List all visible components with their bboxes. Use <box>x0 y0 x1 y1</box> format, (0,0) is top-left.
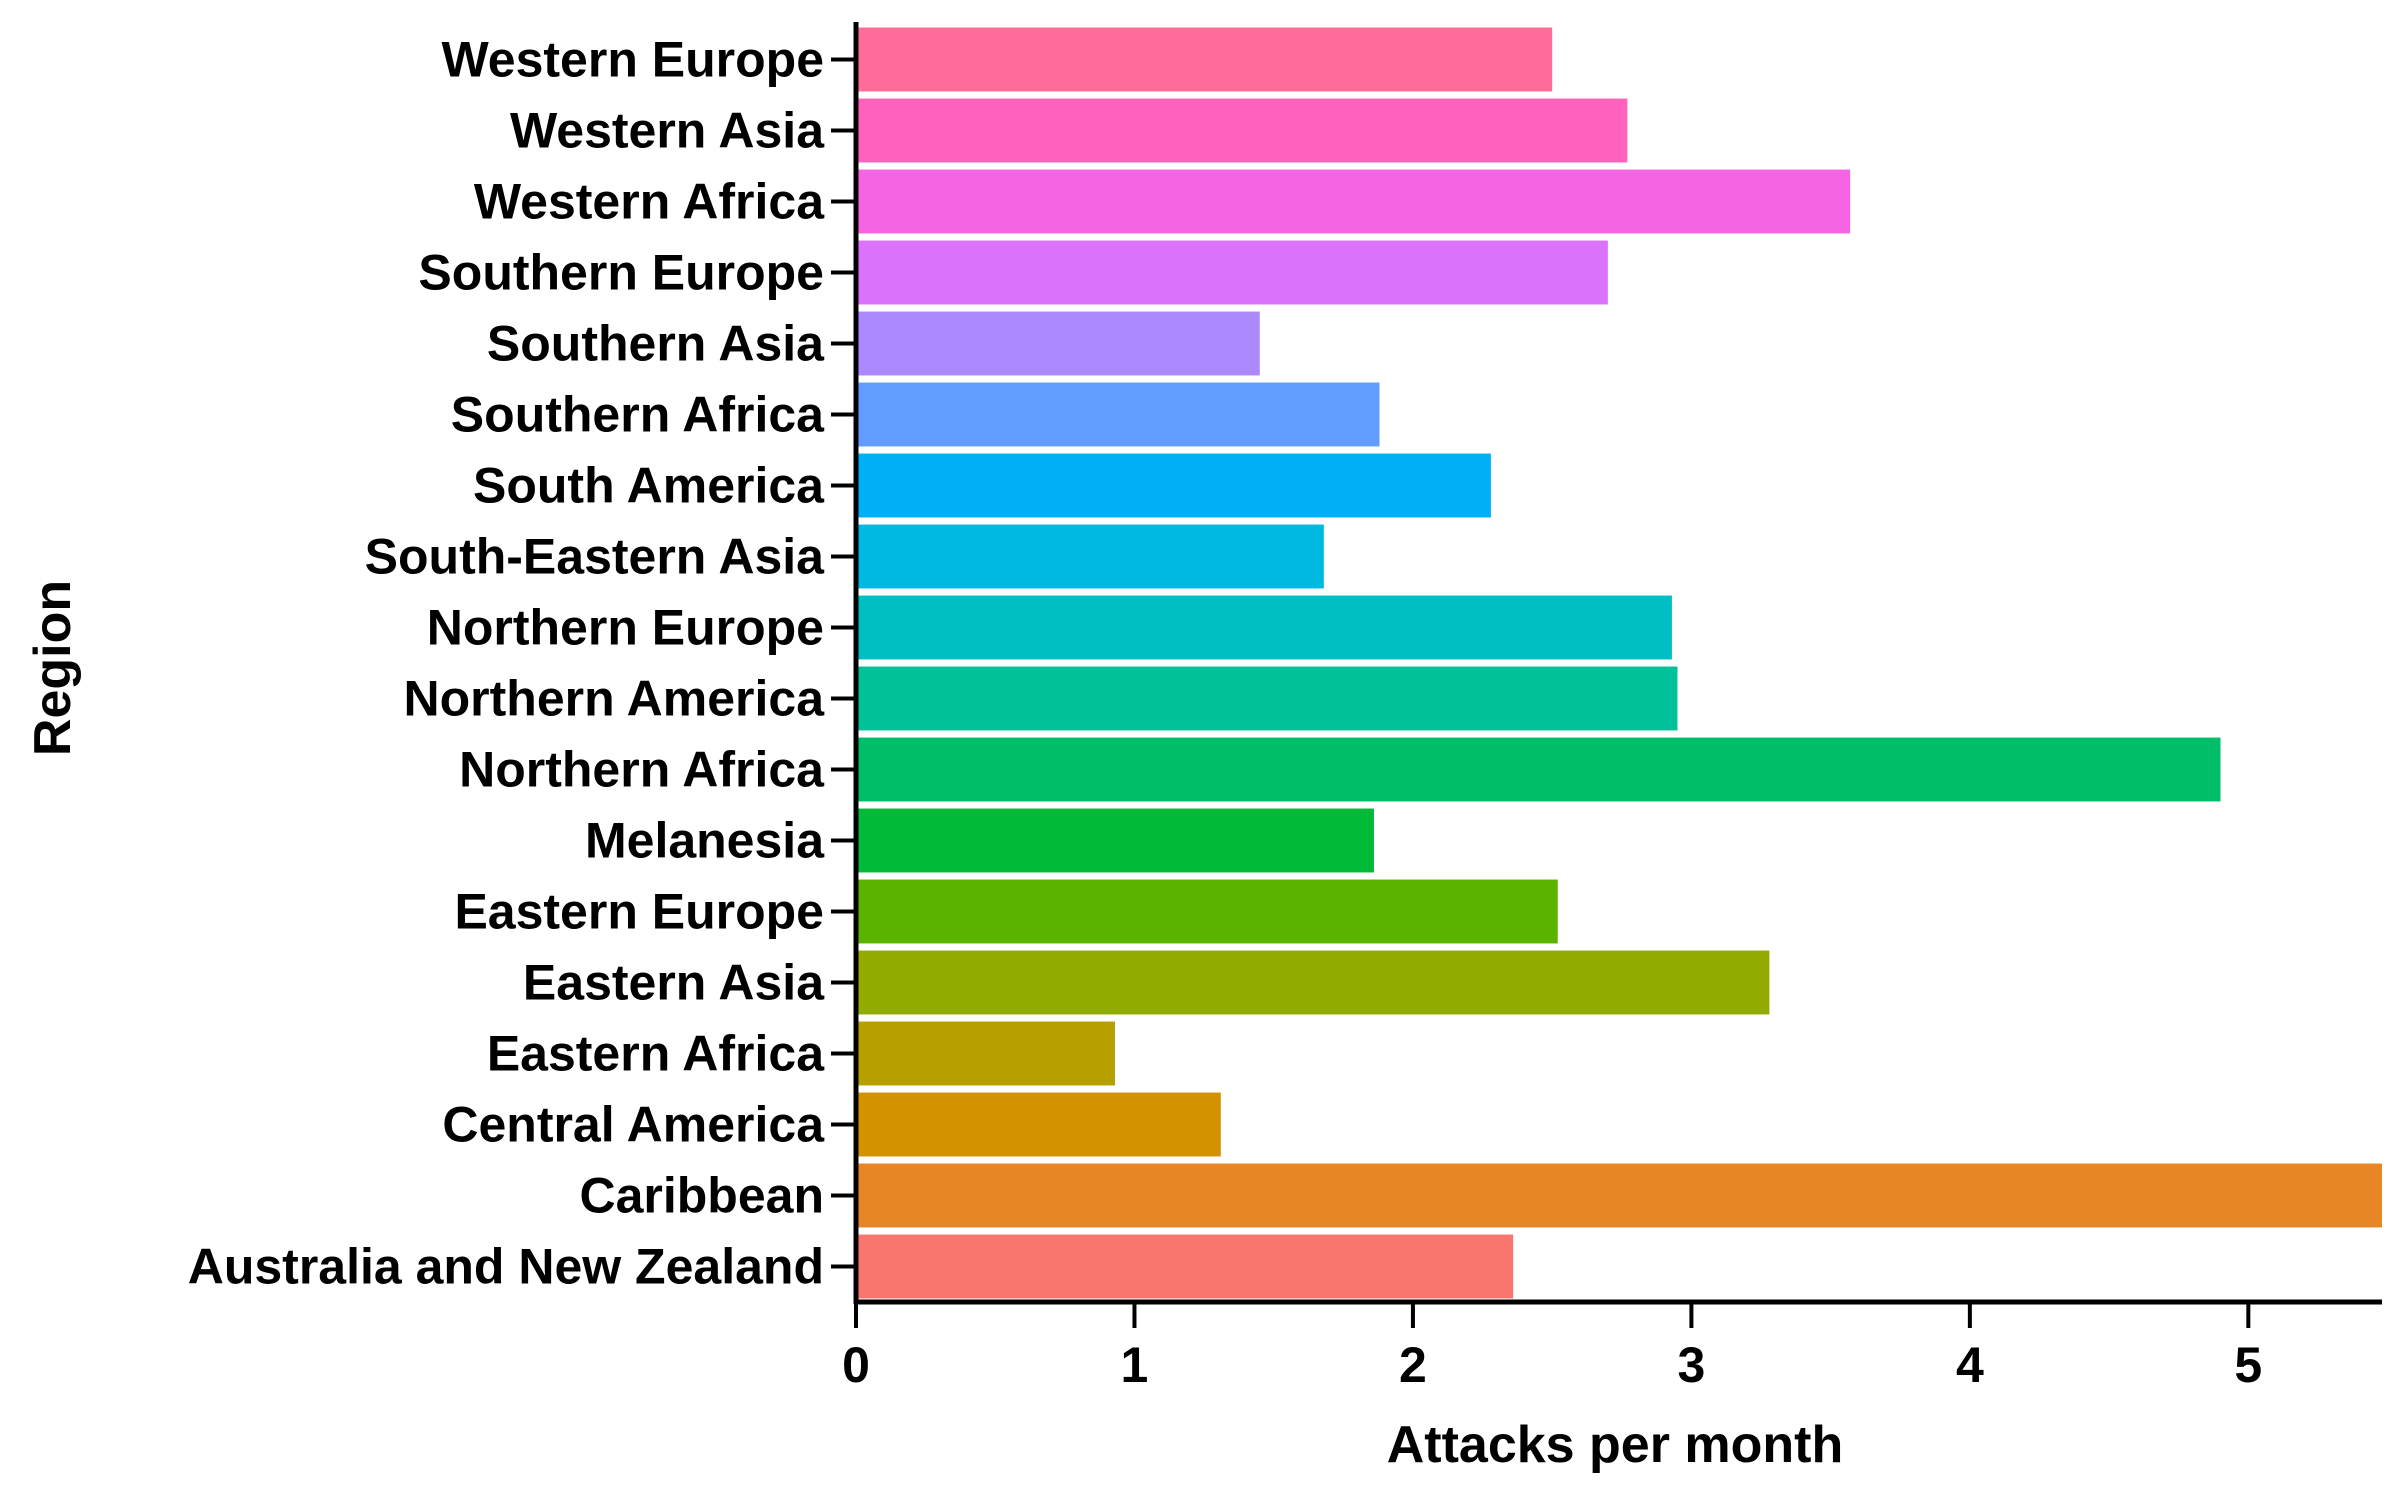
bar-14 <box>856 950 1770 1015</box>
y-tick-label: South-Eastern Asia <box>365 529 826 585</box>
x-axis: 0 1 2 3 4 5 <box>842 1299 2382 1393</box>
x-tick-label: 1 <box>1121 1337 1149 1393</box>
bar-7 <box>856 453 1491 518</box>
y-tick-label: Western Europe <box>442 32 825 88</box>
x-tick-label: 4 <box>1956 1337 1984 1393</box>
y-tick-label: Australia and New Zealand <box>188 1239 824 1295</box>
bar-15 <box>856 1021 1115 1086</box>
bar-3 <box>856 169 1851 234</box>
bar-6 <box>856 382 1380 447</box>
bar-13 <box>856 879 1558 944</box>
bar-18 <box>856 1234 1514 1299</box>
y-axis-title: Region <box>24 580 82 756</box>
x-tick-label: 3 <box>1677 1337 1705 1393</box>
y-tick-label: Eastern Africa <box>487 1026 825 1082</box>
bar-16 <box>856 1092 1221 1157</box>
y-tick-label: Eastern Europe <box>454 884 824 940</box>
bars <box>856 27 2382 1299</box>
y-tick-label: Western Africa <box>474 174 825 230</box>
y-tick-label: Southern Asia <box>487 316 825 372</box>
y-axis: Western Europe Western Asia Western Africa… <box>188 22 859 1304</box>
bar-8 <box>856 524 1324 589</box>
y-tick-label: Caribbean <box>579 1168 824 1224</box>
x-tick-label: 5 <box>2234 1337 2262 1393</box>
y-tick-label: Western Asia <box>510 103 825 159</box>
y-tick-label: Eastern Asia <box>523 955 825 1011</box>
x-axis-title: Attacks per month <box>1387 1416 1844 1474</box>
bar-5 <box>856 311 1260 376</box>
y-tick-label: South America <box>473 458 825 514</box>
bar-1 <box>856 27 1553 92</box>
bar-17 <box>856 1163 2382 1228</box>
bar-4 <box>856 240 1608 305</box>
y-tick-label: Southern Europe <box>418 245 824 301</box>
bar-9 <box>856 595 1672 660</box>
y-tick-label: Northern Africa <box>459 742 825 798</box>
bar-2 <box>856 98 1628 163</box>
y-tick-label: Southern Africa <box>451 387 825 443</box>
x-tick-label: 0 <box>842 1337 870 1393</box>
y-tick-label: Central America <box>442 1097 825 1153</box>
bar-12 <box>856 808 1374 873</box>
y-tick-label: Northern Europe <box>427 600 824 656</box>
bar-11 <box>856 737 2221 802</box>
x-tick-label: 2 <box>1399 1337 1427 1393</box>
y-tick-label: Northern America <box>404 671 826 727</box>
y-tick-label: Melanesia <box>585 813 825 869</box>
bar-10 <box>856 666 1678 731</box>
